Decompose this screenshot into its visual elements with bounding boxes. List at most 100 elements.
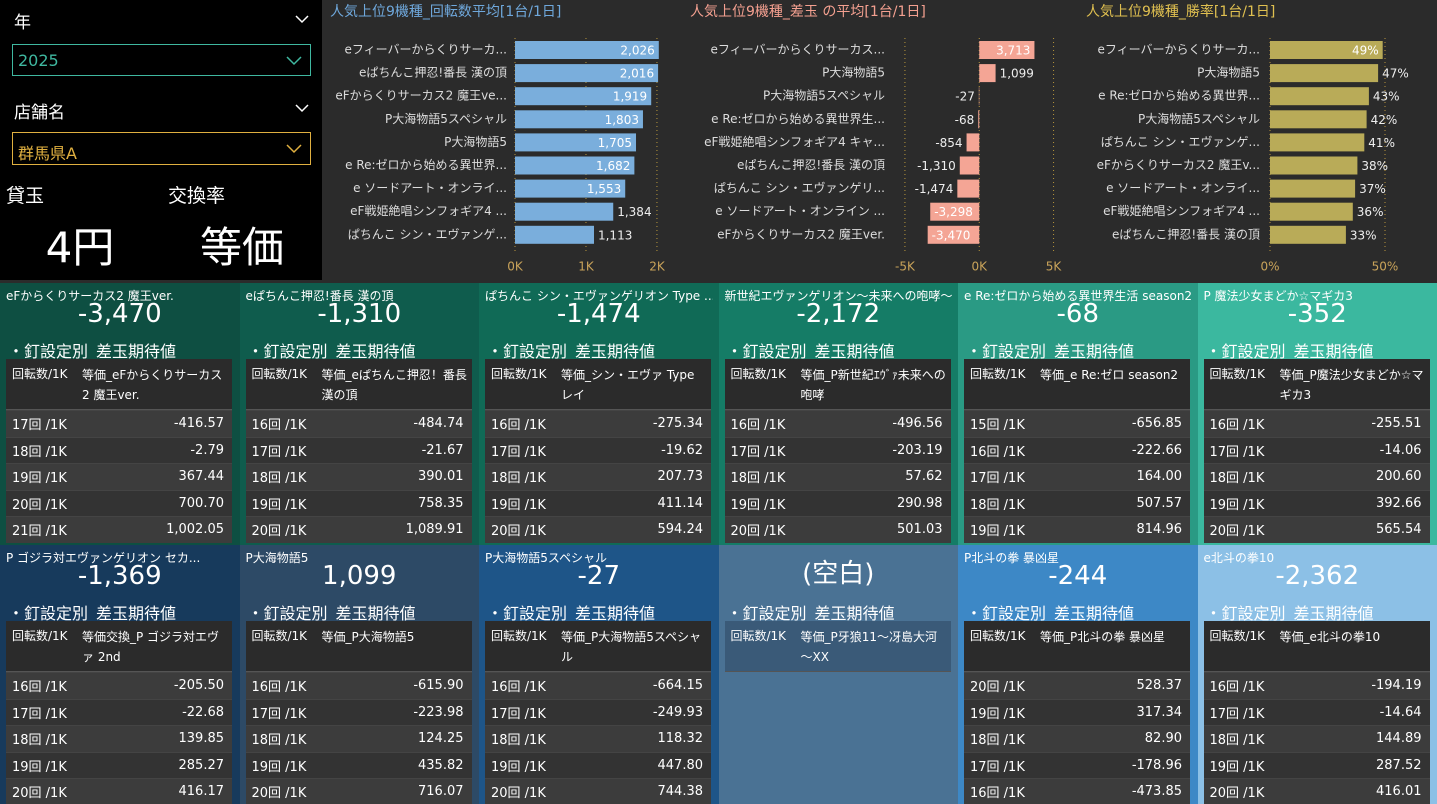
bar [515,225,594,244]
table-header: 回転数/1K 等価交換_P ゴジラ対エヴァ 2nd [6,621,232,672]
column-header: 回転数/1K [730,367,787,381]
table-row: 17回 /1K -22.68 [6,698,232,725]
cell: 164.00 [1136,469,1183,485]
category-label: ぱちんこ シン・エヴァンゲ... [1101,134,1260,149]
column-header: 回転数/1K [1209,367,1266,381]
cell: 507.57 [1136,495,1183,511]
table-row: 18回 /1K 57.62 [724,463,951,490]
category-label: ぱちんこ シン・エヴァンゲリ... [714,180,885,195]
cell: 1,089.91 [405,522,464,538]
cell: 16回 /1K [491,418,546,434]
table-header: 回転数/1K 等価_P北斗の拳 暴凶星 [964,621,1190,672]
cell: -255.51 [1371,416,1422,432]
column-header: 回転数/1K [12,629,68,643]
table-row: 17回 /1K -249.93 [485,698,711,725]
cell: 285.27 [178,757,225,773]
dropdown[interactable]: 2025 [12,44,311,76]
cell: 501.03 [897,522,943,538]
tile-value: -352 [1287,299,1347,329]
column-header: 等価_eぱちんこ押忍！番長 漢の頂 [321,368,467,402]
chart-title: 人気上位9機種_回転数平均[1台/1日] [330,4,561,20]
data-label: -3,470 [932,228,971,242]
cell: 19回 /1K [491,497,546,513]
category-label: eフィーバーからくりサーカ... [1098,43,1260,57]
x-tick-label: 1K [578,260,595,274]
cell: 21回 /1K [12,524,67,540]
table-row: 19回 /1K 447.80 [485,751,711,778]
tile-name: eぱちんこ押忍!番長 漢の頂 [245,289,394,303]
table-row: 16回 /1K -496.56 [724,410,951,437]
bar [959,156,980,175]
tile-value: -2,172 [796,299,881,329]
tile-name: P 魔法少女まどか☆マギカ3 [1203,289,1353,303]
cell: 16回 /1K [970,786,1025,802]
cell: 700.70 [178,495,225,511]
filter-label: 店舗名 [14,103,65,123]
filter-label: 年 [14,13,31,33]
category-label: eフィーバーからくりサーカ... [345,43,507,57]
table-row: 16回 /1K -484.74 [245,410,472,437]
cell: 18回 /1K [970,497,1025,513]
x-tick-label: 5K [1046,260,1063,274]
dropdown[interactable]: 群馬県A [12,132,311,165]
bar [930,202,980,221]
cell: 744.38 [657,784,704,800]
table: 回転数/1K 等価_eFからくりサーカス2 魔王ver. 17回 /1K -416.5… [6,359,232,543]
x-tick-label: -5K [895,260,916,274]
cell: 287.52 [1376,757,1422,773]
cell: 392.66 [1376,495,1422,511]
cell: -19.62 [661,442,703,458]
bar [515,156,635,175]
data-label: -27 [955,90,975,104]
table-row: 18回 /1K 144.89 [1203,725,1430,752]
table-row: 16回 /1K -194.19 [1203,672,1430,699]
table-header: 回転数/1K 等価_シン・エヴァ Type レイ [485,359,711,410]
data-label: 3,713 [996,44,1030,58]
cell: 19回 /1K [1209,497,1265,513]
cell: 18回 /1K [251,733,307,749]
tile: P大海物語5 1,099 ・釘設定別_差玉期待値 回転数/1K 等価_P大海物語5 16回… [239,545,479,804]
tile: (空白) ・釘設定別_差玉期待値 回転数/1K 等価_P牙狼11～冴島大河～XX [718,545,958,804]
column-header: 等価交換_P ゴジラ対エヴァ 2nd [82,630,220,664]
table-row: 20回 /1K 700.70 [6,489,232,516]
cell: 200.60 [1376,469,1422,485]
cell: 416.01 [1376,784,1422,800]
cell: -416.57 [173,416,224,432]
tile: P 魔法少女まどか☆マギカ3 -352 ・釘設定別_差玉期待値 回転数/1K 等価_P魔… [1197,283,1437,545]
column-header: 回転数/1K [970,367,1026,381]
tile-name: e北斗の拳10 [1203,551,1275,565]
cell: -205.50 [173,678,224,694]
data-label: 1,803 [605,113,639,127]
chevron[interactable] [294,103,310,113]
tile-subtitle: ・釘設定別_差玉期待値 [726,342,895,361]
cell: 17回 /1K [730,444,786,460]
cell: 17回 /1K [491,706,546,722]
cell: 16回 /1K [251,418,307,434]
cell: 18回 /1K [1209,471,1265,487]
tile-subtitle: ・釘設定別_差玉期待値 [1205,604,1374,623]
cell: 20回 /1K [12,497,67,513]
tile: e Re:ゼロから始める異世界生活 season2 -68 ・釘設定別_差玉期待値回… [958,283,1198,545]
table: 回転数/1K 等価_P大海物語5スペシャル 16回 /1K -664.15 17回 /1… [485,621,711,804]
table-row: 17回 /1K -203.19 [724,436,951,463]
cell: 716.07 [418,784,464,800]
tile-value: -27 [577,561,620,591]
chevron[interactable] [294,14,310,24]
cell: 17回 /1K [970,759,1025,775]
table-row: 19回 /1K 758.35 [245,489,472,516]
cell: 118.32 [657,731,704,747]
card-value: 4円 [45,223,115,272]
bar [1270,41,1383,59]
data-label: -1,474 [915,182,954,196]
cell: 16回 /1K [1209,418,1265,434]
data-label: 38% [1361,159,1388,173]
bar [1270,133,1365,152]
card-label: 交換率 [168,185,226,207]
chart-title: 人気上位9機種_差玉 の平均[1台/1日] [690,4,926,20]
tile-subtitle: ・釘設定別_差玉期待値 [966,342,1135,361]
cell: 20回 /1K [970,680,1025,696]
cell: 20回 /1K [1209,786,1265,802]
cell: 20回 /1K [491,786,546,802]
cell: 16回 /1K [1209,680,1265,696]
